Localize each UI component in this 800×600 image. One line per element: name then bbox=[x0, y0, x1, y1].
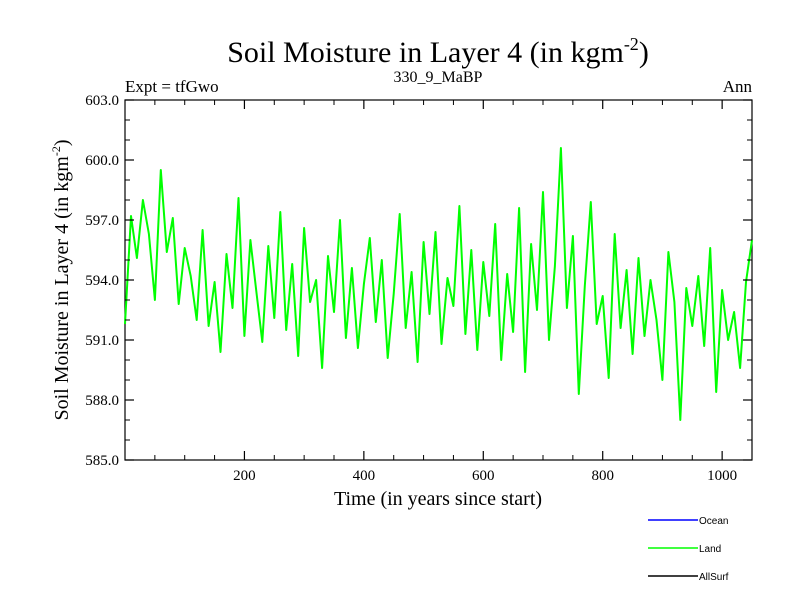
x-tick-label: 1000 bbox=[707, 468, 737, 484]
x-axis-ticks: 200 400 600 800 1000 bbox=[154, 100, 737, 484]
y-tick-label: 603.0 bbox=[85, 93, 119, 109]
y-tick-label: 588.0 bbox=[85, 393, 119, 409]
y-tick-label: 591.0 bbox=[85, 333, 119, 349]
subtitle-right: Ann bbox=[723, 77, 753, 96]
series-line-land bbox=[124, 147, 753, 421]
chart-title: Soil Moisture in Layer 4 (in kgm-2) bbox=[227, 34, 649, 69]
y-tick-label: 600.0 bbox=[85, 153, 119, 169]
x-tick-label: 800 bbox=[591, 468, 614, 484]
y-axis-label-superscript: -2 bbox=[49, 146, 63, 156]
legend-label-land: Land bbox=[699, 544, 721, 555]
y-tick-label: 594.0 bbox=[85, 273, 119, 289]
legend: Ocean Land AllSurf bbox=[648, 516, 729, 583]
chart-title-superscript: -2 bbox=[624, 34, 639, 54]
y-axis-label: Soil Moisture in Layer 4 (in kgm-2) bbox=[49, 139, 73, 420]
x-axis-label: Time (in years since start) bbox=[334, 488, 542, 510]
subtitle-center: 330_9_MaBP bbox=[394, 69, 483, 86]
subtitle-left: Expt = tfGwo bbox=[125, 77, 219, 96]
x-tick-label: 200 bbox=[233, 468, 256, 484]
legend-label-ocean: Ocean bbox=[699, 516, 728, 527]
y-tick-label: 585.0 bbox=[85, 453, 119, 469]
y-tick-label: 597.0 bbox=[85, 213, 119, 229]
y-axis-ticks: 585.0 588.0 591.0 594.0 597.0 600.0 603.0 bbox=[85, 93, 752, 469]
x-tick-label: 600 bbox=[472, 468, 495, 484]
x-tick-label: 400 bbox=[353, 468, 376, 484]
legend-label-allsurf: AllSurf bbox=[699, 572, 729, 583]
